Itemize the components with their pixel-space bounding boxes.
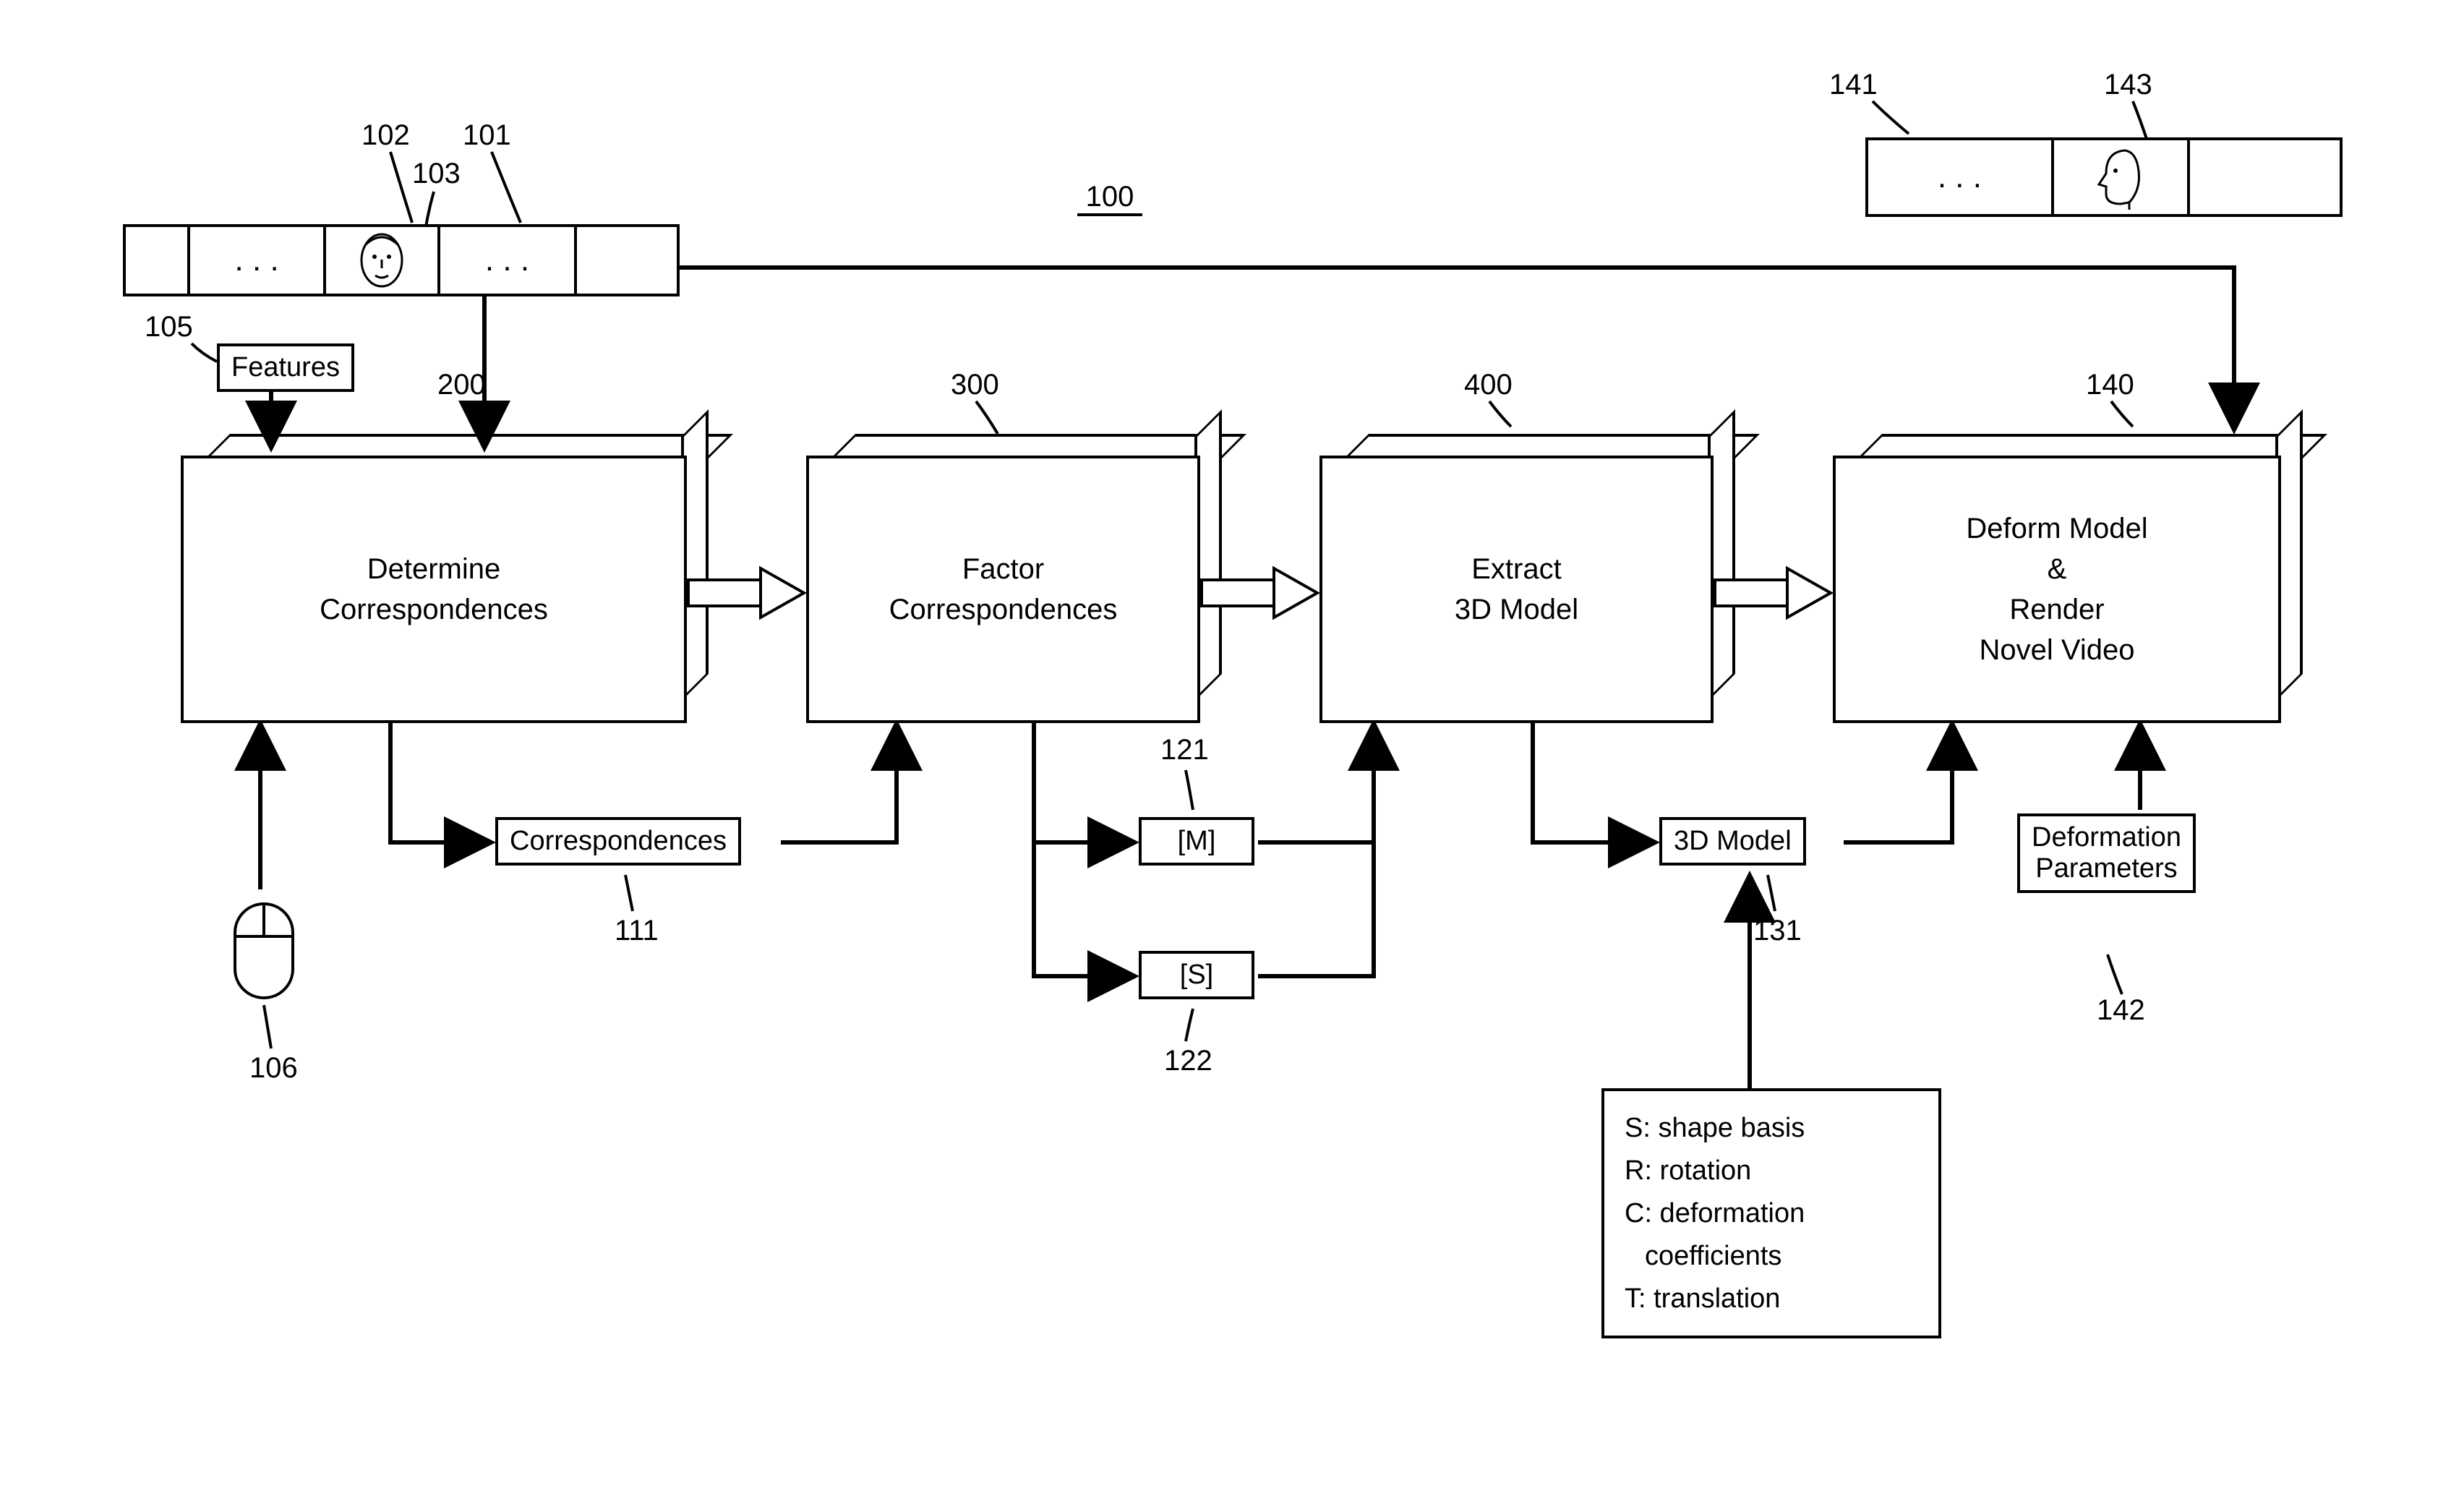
matrix-s-box: [S] [1139,951,1254,999]
deformation-parameters-label: Deformation Parameters [2032,822,2181,884]
face-profile-icon [2092,145,2149,210]
correspondences-label: Correspondences [510,826,727,857]
ref-101: 101 [463,119,511,152]
model3d-label: 3D Model [1674,826,1792,857]
legend-line: C: deformation [1625,1192,1918,1235]
block140-text: Deform Model & Render Novel Video [1966,508,2147,670]
ref-100: 100 [1077,181,1142,216]
ref-102: 102 [362,119,410,152]
ref-111: 111 [615,915,659,947]
mouse-icon [224,897,304,1005]
legend-line: T: translation [1625,1278,1918,1320]
correspondences-box: Correspondences [495,817,741,866]
legend-line: R: rotation [1625,1150,1918,1192]
matrix-s-label: [S] [1180,960,1213,991]
film-cell [126,227,190,294]
legend-line: coefficients [1625,1235,1918,1278]
legend-box: S: shape basis R: rotation C: deformatio… [1601,1088,1941,1338]
ref-105: 105 [145,311,193,343]
matrix-m-label: [M] [1178,826,1216,857]
flowchart-diagram: 100 . . . . . . . . . [0,0,2464,1491]
filmstrip-input: . . . . . . [123,224,680,296]
features-box: Features [217,343,354,392]
block-extract-3d-model: Extract 3D Model [1319,456,1714,723]
film-cell-dots: . . . [1868,140,2054,214]
film-cell [577,227,677,294]
ref-103: 103 [412,158,461,190]
block-factor-correspondences: Factor Correspondences [806,456,1200,723]
legend-line: S: shape basis [1625,1107,1918,1150]
ref-121: 121 [1160,734,1209,766]
film-cell-dots: . . . [190,227,326,294]
film-cell-face-profile [2054,140,2190,214]
block400-text: Extract 3D Model [1455,549,1578,630]
matrix-m-box: [M] [1139,817,1254,866]
ref-142: 142 [2097,994,2145,1027]
block300-text: Factor Correspondences [889,549,1118,630]
ref-100-text: 100 [1086,181,1134,213]
film-cell [2190,140,2340,214]
ref-300: 300 [951,369,999,401]
ref-122: 122 [1164,1045,1212,1077]
block-determine-correspondences: Determine Correspondences [181,456,687,723]
ref-131: 131 [1753,915,1802,947]
ref-106: 106 [249,1052,298,1085]
features-label: Features [231,352,340,383]
model3d-box: 3D Model [1659,817,1806,866]
film-cell-face [326,227,440,294]
ref-200: 200 [437,369,486,401]
filmstrip-output: . . . [1865,137,2343,217]
ref-140: 140 [2086,369,2134,401]
film-cell-dots: . . . [440,227,576,294]
block200-text: Determine Correspondences [320,549,548,630]
deformation-parameters-box: Deformation Parameters [2017,813,2196,893]
ref-141: 141 [1829,69,1878,101]
ref-143: 143 [2104,69,2152,101]
block-deform-render: Deform Model & Render Novel Video [1833,456,2281,723]
ref-400: 400 [1464,369,1513,401]
face-front-icon [356,231,407,290]
